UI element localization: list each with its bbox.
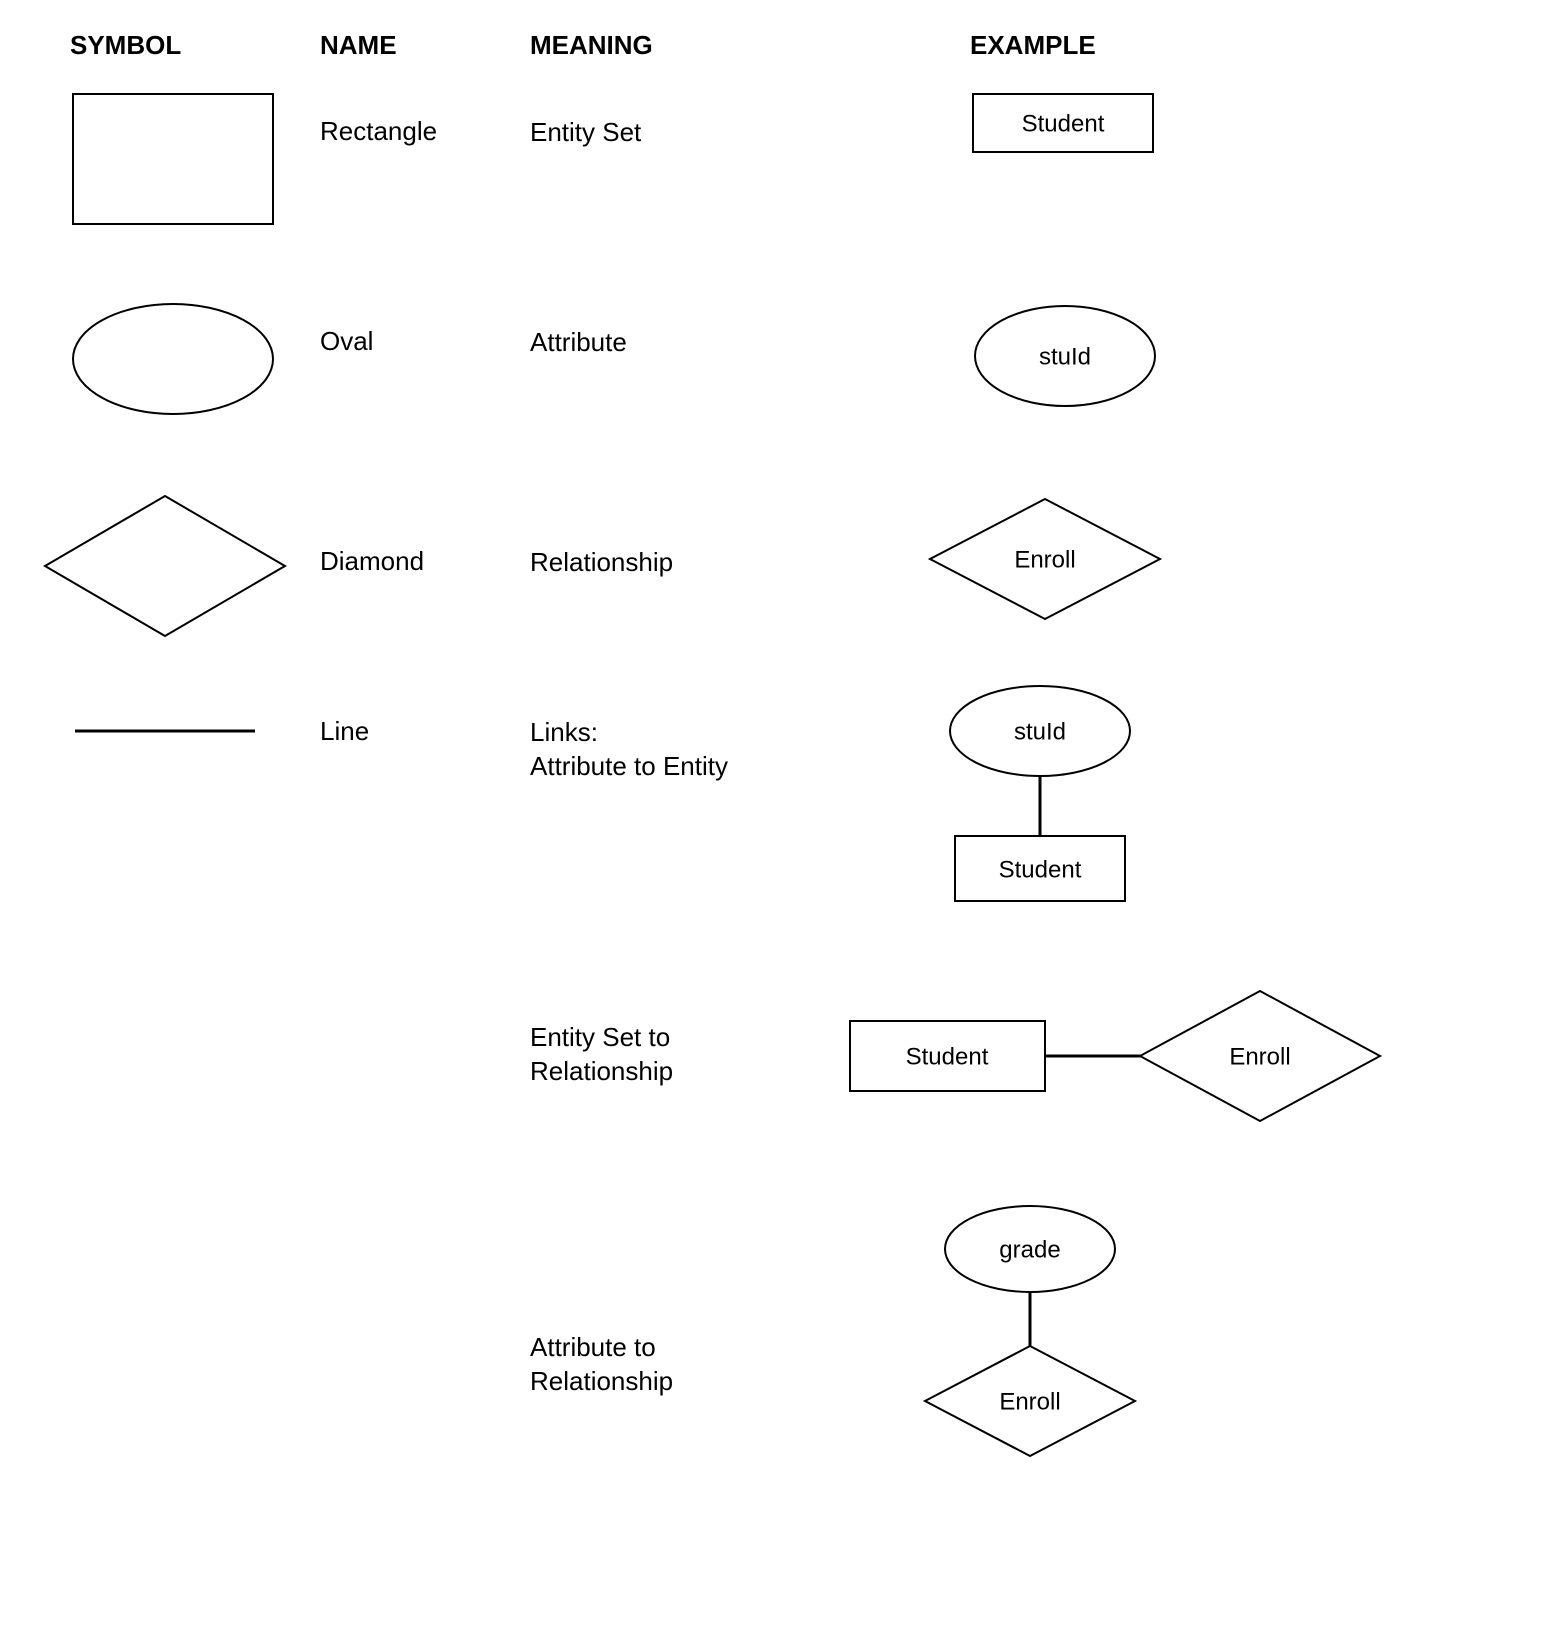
symbol-line-cell [40, 711, 320, 751]
er-symbol-legend-table: SYMBOL NAME MEANING EXAMPLE Rectangle En… [40, 30, 1507, 1461]
row-entity-relationship: Entity Set to Relationship Student Enrol… [40, 981, 1507, 1131]
example-oval: stuId [840, 301, 1507, 411]
rectangle-icon [70, 91, 280, 231]
example-attr-rel-diamond-label: Enroll [999, 1388, 1060, 1415]
example-attr-rel-oval-label: grade [999, 1236, 1060, 1263]
meaning-line-1: Links: [530, 716, 840, 750]
diamond-icon [40, 491, 290, 641]
meaning-entity-rel: Entity Set to Relationship [530, 981, 840, 1089]
meaning-rectangle: Entity Set [530, 91, 840, 150]
example-entity-rel-diamond-label: Enroll [1229, 1043, 1290, 1070]
example-oval-svg: stuId [970, 301, 1170, 411]
name-empty-1 [320, 981, 530, 1006]
meaning-diamond: Relationship [530, 491, 840, 580]
meaning-line: Links: Attribute to Entity [530, 711, 840, 784]
example-entity-rel-svg: Student Enroll [840, 981, 1400, 1131]
row-oval: Oval Attribute stuId [40, 301, 1507, 421]
example-entity-rel: Student Enroll [840, 981, 1507, 1131]
meaning-entity-rel-1: Entity Set to [530, 1021, 840, 1055]
meaning-entity-rel-2: Relationship [530, 1055, 840, 1089]
example-rectangle: Student [840, 91, 1507, 161]
meaning-attr-rel-2: Relationship [530, 1365, 840, 1399]
symbol-rectangle-cell [40, 91, 320, 231]
name-oval: Oval [320, 301, 530, 357]
row-attr-relationship: Attribute to Relationship grade Enroll [40, 1201, 1507, 1461]
example-attr-entity-svg: stuId Student [930, 681, 1150, 911]
example-line-oval-label: stuId [1014, 718, 1066, 745]
example-attr-rel-svg: grade Enroll [900, 1201, 1160, 1461]
name-rectangle: Rectangle [320, 91, 530, 147]
meaning-attr-rel: Attribute to Relationship [530, 1201, 840, 1399]
header-name: NAME [320, 30, 530, 61]
example-diamond-label: Enroll [1014, 546, 1075, 573]
header-symbol: SYMBOL [40, 30, 320, 61]
example-rectangle-svg: Student [970, 91, 1170, 161]
example-oval-label: stuId [1039, 343, 1091, 370]
name-empty-2 [320, 1201, 530, 1226]
name-line: Line [320, 711, 530, 747]
line-icon [70, 711, 270, 751]
row-diamond: Diamond Relationship Enroll [40, 491, 1507, 641]
example-rectangle-label: Student [1022, 110, 1105, 137]
name-diamond: Diamond [320, 491, 530, 577]
meaning-oval: Attribute [530, 301, 840, 360]
header-example: EXAMPLE [840, 30, 1507, 61]
example-attr-rel: grade Enroll [840, 1201, 1507, 1461]
example-entity-rel-rect-label: Student [906, 1043, 989, 1070]
symbol-diamond-cell [40, 491, 320, 641]
example-diamond-svg: Enroll [920, 491, 1170, 631]
row-line: Line Links: Attribute to Entity stuId St… [40, 711, 1507, 911]
header-meaning: MEANING [530, 30, 840, 61]
meaning-line-2: Attribute to Entity [530, 750, 840, 784]
example-line: stuId Student [840, 681, 1507, 911]
symbol-oval-cell [40, 301, 320, 421]
row-rectangle: Rectangle Entity Set Student [40, 91, 1507, 231]
header-row: SYMBOL NAME MEANING EXAMPLE [40, 30, 1507, 61]
oval-icon [70, 301, 280, 421]
example-line-rect-label: Student [999, 856, 1082, 883]
meaning-attr-rel-1: Attribute to [530, 1331, 840, 1365]
example-diamond: Enroll [840, 491, 1507, 631]
